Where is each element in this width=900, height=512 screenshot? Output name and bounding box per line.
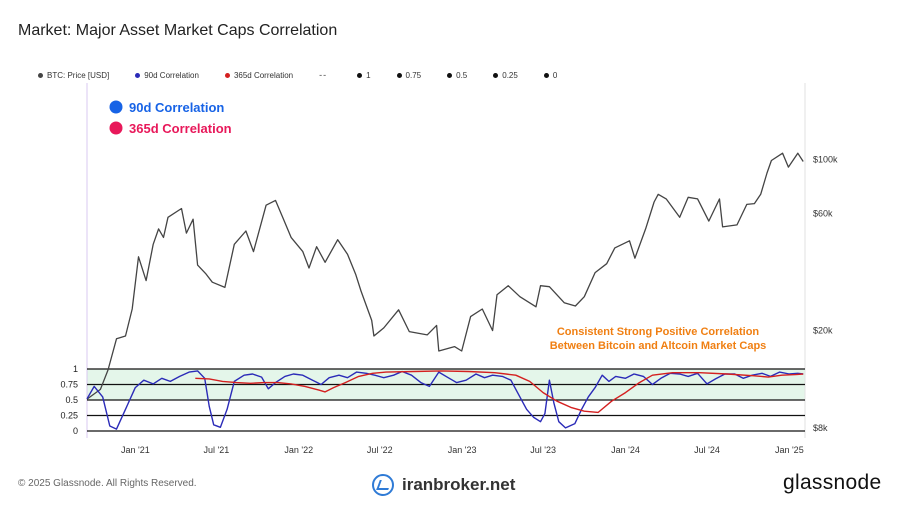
legend-label: 0 [552,70,558,80]
legend-item-3[interactable]: -- [319,70,331,80]
annotation-line-2: Between Bitcoin and Altcoin Market Caps [550,340,767,352]
legend-label: 0.75 [405,70,422,80]
legend-dash: -- [319,70,328,80]
watermark-logo-icon [372,474,394,496]
left-tick-label: 0.5 [65,395,78,405]
legend-label: 1 [366,70,371,80]
legend-label: BTC: Price [USD] [47,70,110,80]
legend-item-0[interactable]: BTC: Price [USD] [38,71,109,80]
legend-dot-icon [447,72,453,78]
right-tick-label: $60k [813,209,833,219]
legend-dot-icon [135,72,141,78]
watermark: iranbroker.net [372,474,515,496]
overlay-label-365d: 365d Correlation [129,121,232,136]
legend-dot-icon [357,72,363,78]
legend-90d-dot-icon [109,100,123,114]
watermark-text: iranbroker.net [402,475,516,494]
legend-dot-icon [396,72,402,78]
legend-dot-icon [38,72,43,78]
x-tick-label: Jul '22 [367,445,393,455]
x-tick-label: Jul '23 [530,445,556,455]
chart-legend: BTC: Price [USD] 90d Correlation 365d Corr… [38,68,583,82]
legend-item-4[interactable]: 1 [357,70,371,80]
legend-item-5[interactable]: 0.75 [396,70,422,80]
legend-dot-icon [493,72,499,78]
series-line-0 [86,152,804,400]
x-tick-label: Jul '24 [694,445,720,455]
legend-item-1[interactable]: 90d Correlation [135,71,199,80]
legend-label: 0.5 [456,70,468,80]
left-tick-label: 1 [73,364,78,374]
left-tick-label: 0.25 [60,411,78,421]
x-tick-label: Jan '25 [775,445,804,455]
legend-item-2[interactable]: 365d Correlation [224,70,294,80]
series-line-2 [195,370,804,414]
right-tick-label: $100k [813,154,838,164]
legend-label: 0.25 [502,70,518,80]
overlay-label-90d: 90d Correlation [129,100,224,115]
legend-label: 365d Correlation [233,70,294,80]
right-tick-label: $8k [813,423,828,433]
x-tick-label: Jan '22 [284,445,313,455]
left-tick-label: 0 [73,426,78,436]
page-title: Market: Major Asset Market Caps Correlat… [18,22,338,39]
x-tick-label: Jan '24 [611,445,640,455]
copyright-text: © 2025 Glassnode. All Rights Reserved. [18,478,197,489]
x-tick-label: Jul '21 [203,445,229,455]
brand-logo: glassnode [783,471,882,494]
legend-item-7[interactable]: 0.25 [493,71,518,80]
annotation-line-1: Consistent Strong Positive Correlation [557,326,760,338]
legend-label: 90d Correlation [144,70,199,80]
legend-365d-dot-icon [109,121,123,135]
legend-item-8[interactable]: 0 [543,70,558,80]
right-tick-label: $20k [813,326,833,336]
left-tick-label: 0.75 [60,380,78,390]
legend-dot-icon [224,72,230,78]
series-line-1 [86,370,804,430]
x-tick-label: Jan '21 [121,445,150,455]
legend-item-6[interactable]: 0.5 [447,71,467,80]
legend-dot-icon [543,72,549,78]
x-tick-label: Jan '23 [448,445,477,455]
